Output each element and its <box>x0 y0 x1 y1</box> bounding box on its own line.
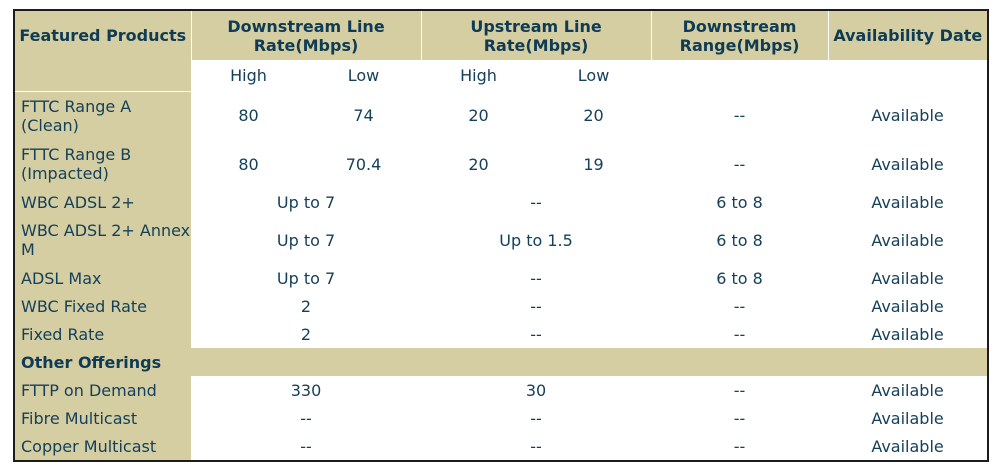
table-row: WBC Fixed Rate 2 -- -- Available <box>13 292 990 320</box>
downstream-rate: 2 <box>300 324 312 344</box>
upstream-rate: -- <box>530 324 542 344</box>
down-low: 74 <box>353 106 374 126</box>
downstream-range: -- <box>733 380 746 400</box>
down-high: 80 <box>238 154 259 174</box>
table-row: FTTP on Demand 330 30 -- Available <box>13 376 990 404</box>
up-low: 19 <box>583 154 604 174</box>
table-row: Fibre Multicast -- -- -- Available <box>13 404 990 432</box>
downstream-range: -- <box>733 296 746 316</box>
header-upstream-line-rate: Upstream Line Rate(Mbps) <box>420 10 652 60</box>
up-high: 20 <box>468 154 489 174</box>
upstream-rate: -- <box>530 436 542 456</box>
upstream-rate: 30 <box>525 380 547 400</box>
product-name: Copper Multicast <box>13 432 191 461</box>
section-band <box>191 348 990 376</box>
upstream-rate: -- <box>530 408 542 428</box>
up-low: 20 <box>583 106 604 126</box>
availability: Available <box>828 404 990 432</box>
upstream-rate: Up to 1.5 <box>499 230 573 250</box>
down-high: 80 <box>238 106 259 126</box>
availability: Available <box>828 264 990 292</box>
table-row: Fixed Rate 2 -- -- Available <box>13 320 990 348</box>
header-featured-products: Featured Products <box>13 10 192 60</box>
up-high: 20 <box>468 106 489 126</box>
availability: Available <box>828 320 990 348</box>
header-row: Featured Products Downstream Line Rate(M… <box>13 10 990 60</box>
downstream-rate: Up to 7 <box>276 268 336 288</box>
section-title: Other Offerings <box>13 348 191 376</box>
subheader-down-high: High <box>191 60 306 92</box>
availability: Available <box>828 216 990 264</box>
subheader-availability-blank <box>828 60 990 92</box>
downstream-range: 6 to 8 <box>716 230 763 250</box>
table-row: Copper Multicast -- -- -- Available <box>13 432 990 461</box>
section-row: Other Offerings <box>13 348 990 376</box>
availability: Available <box>828 432 990 461</box>
product-name: Fixed Rate <box>13 320 191 348</box>
table-row: FTTC Range B (Impacted) 80 70.4 20 19 --… <box>13 140 990 188</box>
downstream-range: -- <box>733 154 746 174</box>
availability: Available <box>828 292 990 320</box>
product-name: WBC ADSL 2+ <box>13 188 191 216</box>
header-downstream-range: Downstream Range(Mbps) <box>650 10 829 60</box>
downstream-rate: 2 <box>300 296 312 316</box>
availability: Available <box>828 188 990 216</box>
subheader-range-blank <box>651 60 829 92</box>
product-name: FTTC Range A (Clean) <box>13 91 191 140</box>
table-row: WBC ADSL 2+ Up to 7 -- 6 to 8 Available <box>13 188 990 216</box>
upstream-rate: -- <box>530 296 542 316</box>
downstream-rate: 330 <box>290 380 322 400</box>
subheader-blank <box>13 60 191 92</box>
table-row: FTTC Range A (Clean) 80 74 20 20 -- Avai… <box>13 91 990 140</box>
availability: Available <box>828 140 990 188</box>
downstream-rate: Up to 7 <box>276 230 336 250</box>
downstream-range: 6 to 8 <box>716 192 763 212</box>
header-availability-date: Availability Date <box>827 10 990 60</box>
product-name: ADSL Max <box>13 264 191 292</box>
subheader-row: High Low High Low <box>13 60 990 92</box>
product-name: FTTP on Demand <box>13 376 191 404</box>
header-downstream-line-rate: Downstream Line Rate(Mbps) <box>190 10 422 60</box>
subheader-up-low: Low <box>536 60 652 92</box>
product-name: Fibre Multicast <box>13 404 191 432</box>
products-table: Featured Products Downstream Line Rate(M… <box>13 9 990 462</box>
table-row: WBC ADSL 2+ Annex M Up to 7 Up to 1.5 6 … <box>13 216 990 264</box>
table-row: ADSL Max Up to 7 -- 6 to 8 Available <box>13 264 990 292</box>
downstream-range: 6 to 8 <box>716 268 763 288</box>
product-name: FTTC Range B (Impacted) <box>13 140 191 188</box>
availability: Available <box>828 91 990 140</box>
availability: Available <box>828 376 990 404</box>
downstream-range: -- <box>733 106 746 126</box>
downstream-range: -- <box>733 408 746 428</box>
product-name: WBC ADSL 2+ Annex M <box>13 216 191 264</box>
downstream-range: -- <box>733 436 746 456</box>
downstream-range: -- <box>733 324 746 344</box>
subheader-down-low: Low <box>306 60 422 92</box>
down-low: 70.4 <box>345 154 382 174</box>
upstream-rate: -- <box>530 192 542 212</box>
subheader-up-high: High <box>421 60 537 92</box>
product-name: WBC Fixed Rate <box>13 292 191 320</box>
downstream-rate: -- <box>300 436 312 456</box>
downstream-rate: Up to 7 <box>276 192 336 212</box>
upstream-rate: -- <box>530 268 542 288</box>
downstream-rate: -- <box>300 408 312 428</box>
